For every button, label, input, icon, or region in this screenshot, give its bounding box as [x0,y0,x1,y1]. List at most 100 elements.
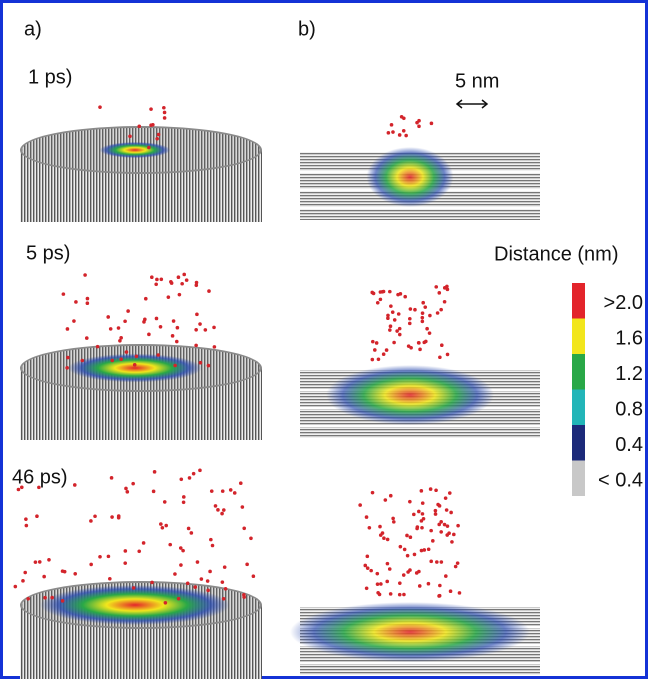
particle [433,508,438,513]
particle [431,539,435,543]
colorbar-segment [572,460,585,496]
particle [240,505,245,509]
colorbar-label: 1.6 [615,328,643,350]
particle [206,588,210,593]
particle [212,345,217,349]
particle [118,338,122,343]
particle [158,324,163,329]
particle [385,579,390,584]
particle [134,354,139,359]
particle [89,562,93,567]
particle [137,124,142,129]
particle [408,316,412,321]
particle [187,476,192,480]
particle [408,499,412,504]
particle [174,339,179,344]
particle [159,277,164,282]
particle [83,273,87,277]
particle [370,357,375,362]
particle [434,488,438,493]
particle [375,301,380,305]
particle [119,336,123,340]
particle [206,363,211,368]
particle [408,307,413,311]
particle [439,307,443,312]
particle [141,541,146,545]
colorbar-segment [572,389,585,425]
scale-bar-label: 5 nm [455,70,499,92]
particle [72,319,76,323]
particle [119,357,123,362]
particle [443,496,448,500]
particle [434,285,439,289]
particle [131,481,135,486]
particle [435,560,439,564]
particle [386,131,391,135]
particle [147,145,151,150]
particle [170,334,175,338]
particle [110,358,115,363]
particle [35,514,39,519]
particle [169,281,174,285]
particle [50,595,54,600]
particle [364,586,369,591]
particle [439,520,443,524]
particle [369,568,373,573]
particle [205,579,210,583]
colorbar-title: Distance (nm) [494,243,618,265]
particle [420,512,425,516]
particle [438,583,442,588]
particle [389,123,394,127]
particle [397,133,402,137]
particle [376,590,380,595]
particle [396,312,401,316]
particle [420,501,425,505]
particle [429,121,434,126]
particle [417,584,422,588]
particle [429,528,433,533]
particle [162,110,167,115]
particle [388,328,392,332]
particle [405,533,409,538]
particle [450,540,454,544]
particle [388,592,393,596]
particle [386,313,390,318]
particle [385,537,390,542]
particle [143,296,148,301]
particle [109,476,114,480]
particle [420,319,425,324]
particle [444,574,448,578]
particle [180,281,184,286]
particle [181,495,186,499]
particle [194,343,198,348]
particle [367,525,372,530]
particle [429,559,434,564]
particle [437,522,441,527]
particle [162,500,167,504]
particle [110,515,114,519]
particle [84,336,89,340]
particle [242,593,246,597]
particle [456,523,460,528]
particle [433,512,438,516]
particle [37,485,41,490]
particle [108,576,112,581]
particle [116,515,121,520]
particle [413,307,417,312]
particle [358,503,362,507]
particle [449,510,453,515]
particle [370,339,375,344]
particle [220,580,225,584]
particle [98,554,102,559]
particle [455,561,460,565]
particle [42,574,46,579]
particle [439,343,444,348]
particle [408,535,413,540]
particle [142,320,146,324]
particle [365,554,370,559]
particle [208,569,212,574]
crater [40,585,230,625]
particle [198,322,202,326]
colorbar-label: 0.8 [615,399,643,421]
